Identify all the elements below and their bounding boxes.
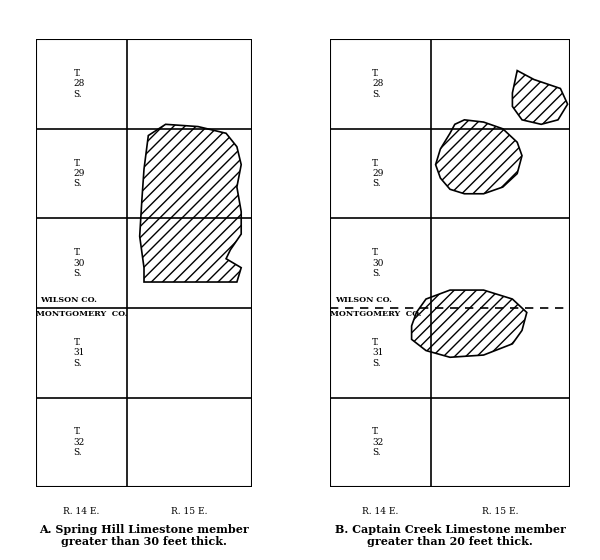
Text: MONTGOMERY  CO.: MONTGOMERY CO.	[36, 310, 127, 318]
Text: R. 14 E.: R. 14 E.	[63, 507, 100, 516]
Text: T.
31
S.: T. 31 S.	[74, 338, 85, 368]
Text: T.
30
S.: T. 30 S.	[74, 248, 85, 278]
Text: R. 15 E.: R. 15 E.	[482, 507, 518, 516]
Text: T.
28
S.: T. 28 S.	[373, 69, 383, 99]
Text: WILSON CO.: WILSON CO.	[335, 296, 392, 304]
Polygon shape	[140, 124, 241, 282]
Text: T.
30
S.: T. 30 S.	[373, 248, 383, 278]
Text: R. 15 E.: R. 15 E.	[171, 507, 208, 516]
Text: A. Spring Hill Limestone member
greater than 30 feet thick.: A. Spring Hill Limestone member greater …	[39, 524, 249, 548]
Text: MONTGOMERY  CO.: MONTGOMERY CO.	[330, 310, 421, 318]
Text: R. 14 E.: R. 14 E.	[362, 507, 398, 516]
Text: B. Captain Creek Limestone member
greater than 20 feet thick.: B. Captain Creek Limestone member greate…	[335, 524, 565, 548]
Polygon shape	[512, 71, 568, 124]
Polygon shape	[412, 290, 527, 357]
Text: T.
28
S.: T. 28 S.	[74, 69, 85, 99]
Text: T.
31
S.: T. 31 S.	[373, 338, 383, 368]
Text: T.
32
S.: T. 32 S.	[74, 427, 85, 458]
Text: T.
29
S.: T. 29 S.	[373, 158, 383, 189]
Polygon shape	[436, 120, 522, 194]
Text: T.
29
S.: T. 29 S.	[74, 158, 85, 189]
Text: WILSON CO.: WILSON CO.	[40, 296, 97, 304]
Text: T.
32
S.: T. 32 S.	[373, 427, 383, 458]
